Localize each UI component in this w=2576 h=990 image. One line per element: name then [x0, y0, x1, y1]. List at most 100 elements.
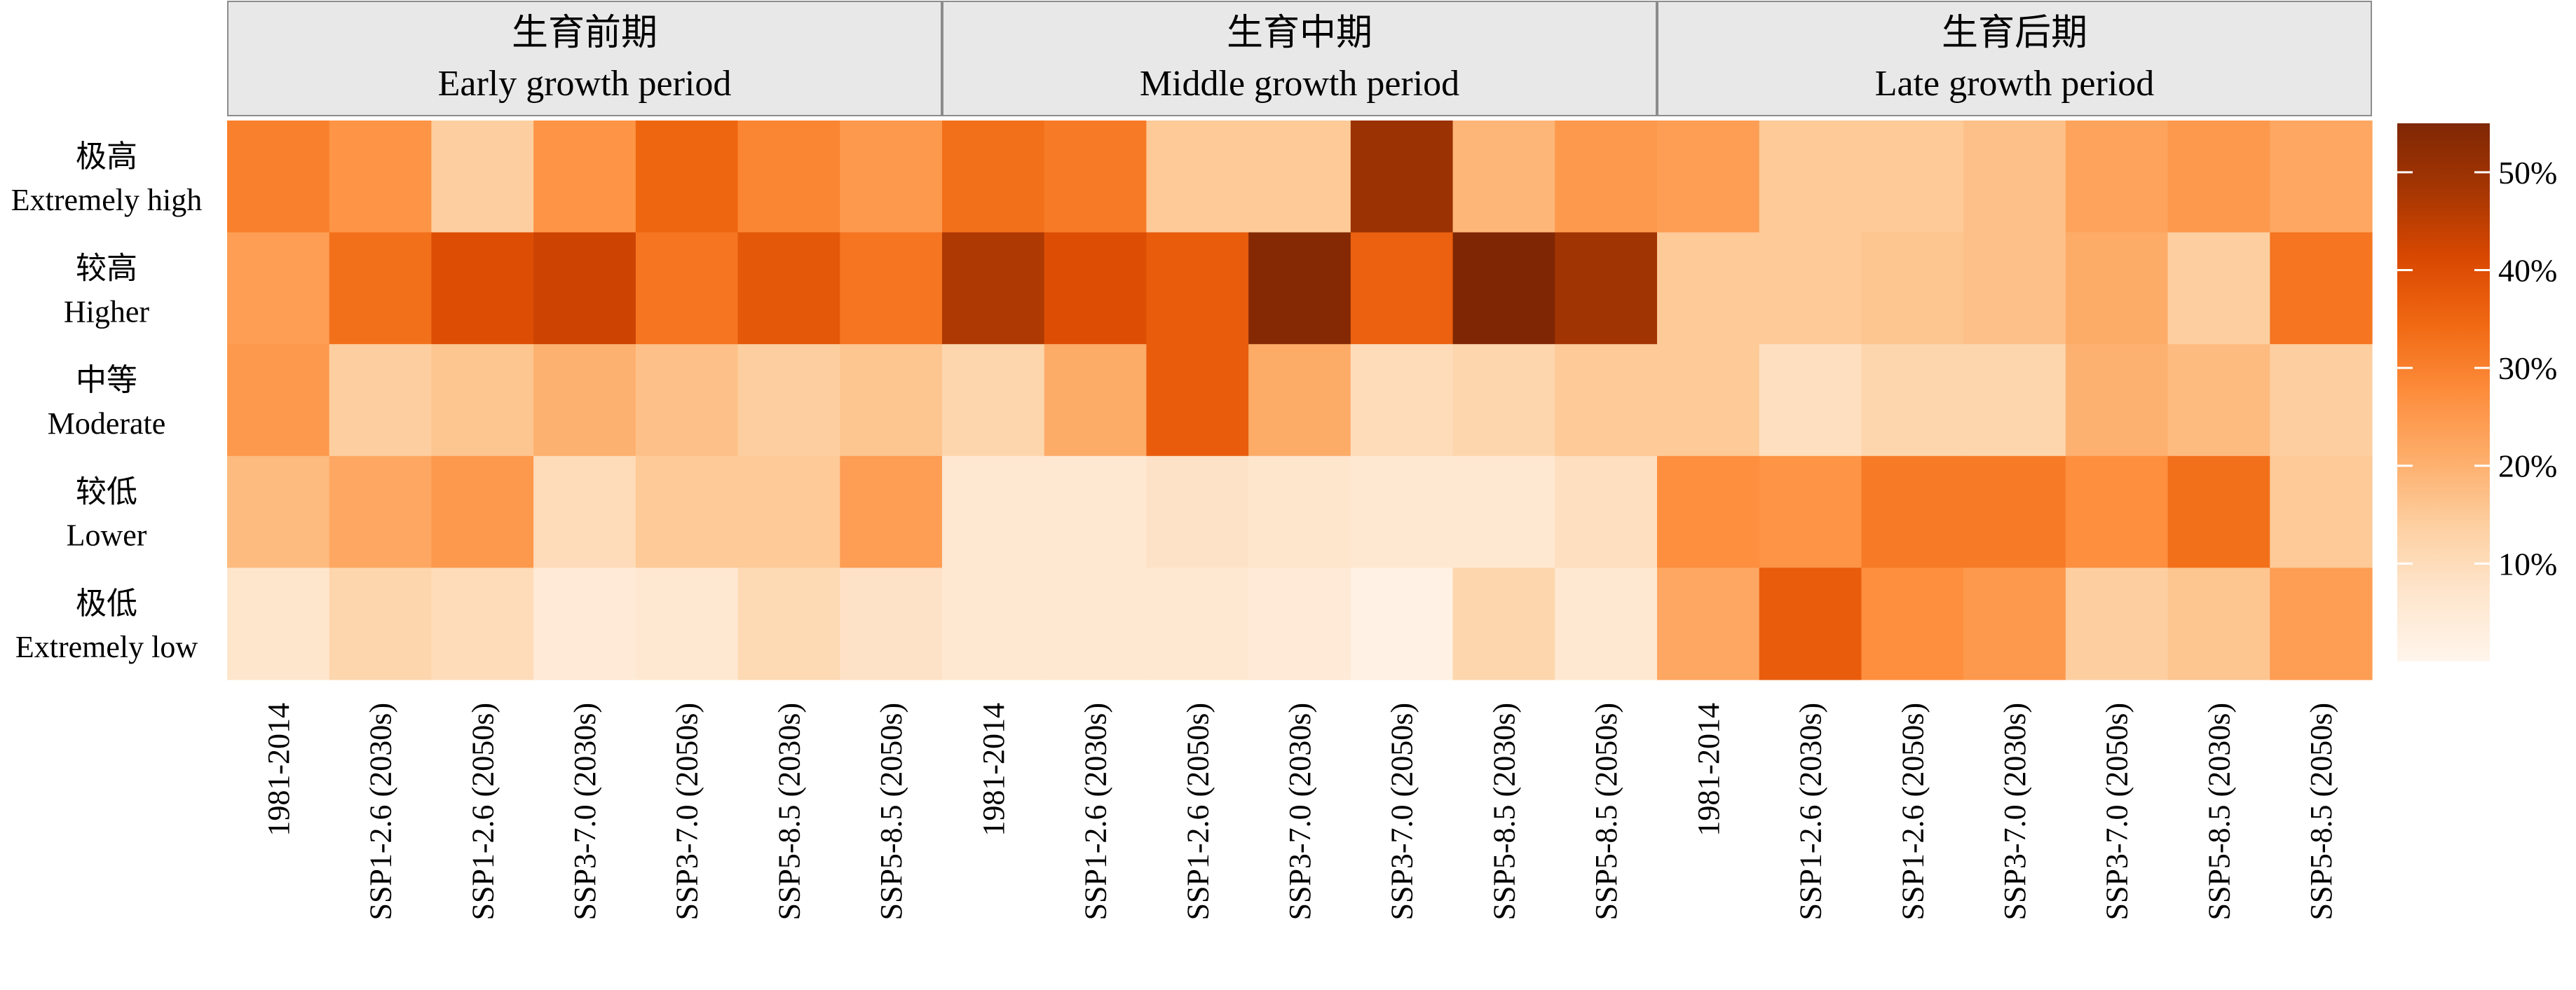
column-label: SSP5-8.5 (2030s): [772, 703, 806, 921]
heatmap-cell: [1657, 344, 1760, 457]
heatmap-cell: [1861, 121, 1964, 233]
heatmap-cell: [1555, 455, 1658, 568]
heatmap-cell: [942, 232, 1045, 345]
row-label-zh: 中等: [76, 363, 137, 397]
heatmap-cell: [431, 232, 534, 345]
heatmap-cell: [1861, 455, 1964, 568]
heatmap-cell: [1044, 232, 1147, 345]
row-label-en: Lower: [67, 518, 147, 553]
panel-2: 生育中期 Middle growth period: [942, 1, 1658, 680]
heatmap-cell: [1452, 121, 1555, 233]
heatmap-cell: [1759, 232, 1862, 345]
column-label: SSP5-8.5 (2050s): [874, 703, 908, 921]
heatmap-cell: [1759, 344, 1862, 457]
heatmap-cell: [1044, 455, 1147, 568]
heatmap-cell: [1657, 568, 1760, 680]
heatmap-cell: [1350, 568, 1454, 680]
column-label: SSP1-2.6 (2050s): [465, 703, 500, 921]
column-label: SSP1-2.6 (2030s): [1794, 703, 1828, 921]
heatmap-cell: [431, 455, 534, 568]
heatmap-cell: [227, 455, 330, 568]
heatmap-cell: [737, 232, 840, 345]
panel-header-3: [1657, 1, 2372, 116]
column-labels: 1981-2014 SSP1-2.6 (2030s) SSP1-2.6 (2050s…: [261, 703, 2338, 921]
heatmap-cell: [533, 568, 636, 680]
heatmap-cell: [1759, 455, 1862, 568]
colorbar-tick-label: 20%: [2498, 448, 2557, 484]
heatmap-cell: [1555, 121, 1658, 233]
heatmap-cell: [1248, 568, 1351, 680]
heatmap-cell: [227, 121, 330, 233]
panel-1: 生育前期 Early growth period: [227, 1, 943, 680]
heatmap-cell: [1759, 568, 1862, 680]
heatmap-cell: [1350, 232, 1454, 345]
heatmap-cell: [2270, 232, 2373, 345]
heatmap-cell: [1963, 455, 2066, 568]
heatmap-cell: [840, 121, 943, 233]
heatmap-cell: [1146, 121, 1249, 233]
heatmap-cell: [2065, 121, 2169, 233]
heatmap-cell: [329, 232, 432, 345]
heatmap-cell: [2270, 568, 2373, 680]
heatmap-cell: [1861, 344, 1964, 457]
row-label-zh: 极低: [76, 586, 137, 621]
column-label: SSP5-8.5 (2030s): [1487, 703, 1521, 921]
heatmap-cell: [1657, 455, 1760, 568]
heatmap-cell: [329, 344, 432, 457]
heatmap-cell: [1350, 344, 1454, 457]
heatmap-cell: [533, 344, 636, 457]
heatmap-cell: [1248, 455, 1351, 568]
heatmap-cell: [431, 344, 534, 457]
heatmap-cell: [1963, 121, 2066, 233]
heatmap-cell: [635, 121, 739, 233]
heatmap-cell: [2065, 455, 2169, 568]
colorbar-tick-label: 10%: [2498, 546, 2557, 582]
heatmap-cell: [1452, 344, 1555, 457]
panel-title-en: Early growth period: [438, 64, 732, 104]
heatmap-cell: [2167, 568, 2270, 680]
heatmap-cell: [1657, 232, 1760, 345]
heatmap-cell: [1861, 232, 1964, 345]
row-label-zh: 较高: [76, 251, 137, 285]
heatmap-cell: [533, 455, 636, 568]
heatmap-cell: [1146, 455, 1249, 568]
row-label-zh: 较低: [76, 475, 137, 509]
heatmap-cell: [329, 121, 432, 233]
heatmap-cell: [840, 344, 943, 457]
column-label: SSP3-7.0 (2050s): [2100, 703, 2134, 921]
heatmap-cell: [1963, 344, 2066, 457]
column-label: SSP1-2.6 (2050s): [1895, 703, 1930, 921]
column-label: SSP3-7.0 (2050s): [1385, 703, 1419, 921]
panel-header-1: [227, 1, 942, 116]
heatmap-cell: [533, 232, 636, 345]
heatmap-cell: [2065, 344, 2169, 457]
panel-title-zh: 生育中期: [1227, 13, 1372, 53]
heatmap-cell: [1861, 568, 1964, 680]
heatmap-cell: [1963, 568, 2066, 680]
column-label: SSP1-2.6 (2030s): [1079, 703, 1113, 921]
heatmap-cell: [2167, 232, 2270, 345]
heatmap-cell: [840, 232, 943, 345]
column-label: SSP3-7.0 (2030s): [1998, 703, 2032, 921]
column-label: SSP3-7.0 (2030s): [1283, 703, 1317, 921]
heatmap-cell: [2167, 455, 2270, 568]
heatmap-cell: [1350, 121, 1454, 233]
heatmap-cell: [329, 568, 432, 680]
column-label: SSP3-7.0 (2030s): [568, 703, 602, 921]
panel-title-zh: 生育后期: [1942, 13, 2087, 53]
heatmap-cell: [2167, 344, 2270, 457]
heatmap-cell: [1146, 232, 1249, 345]
column-label: SSP3-7.0 (2050s): [670, 703, 704, 920]
heatmap-cell: [1555, 568, 1658, 680]
heatmap-cell: [1452, 568, 1555, 680]
heatmap-cell: [635, 232, 739, 345]
heatmap-cell: [227, 568, 330, 680]
heatmap-cell: [840, 568, 943, 680]
heatmap-cell: [2270, 455, 2373, 568]
heatmap-cell: [1248, 344, 1351, 457]
heatmap-cell: [737, 344, 840, 457]
heatmap-cell: [1963, 232, 2066, 345]
column-label: SSP5-8.5 (2030s): [2202, 703, 2236, 921]
heatmap-cell: [431, 568, 534, 680]
